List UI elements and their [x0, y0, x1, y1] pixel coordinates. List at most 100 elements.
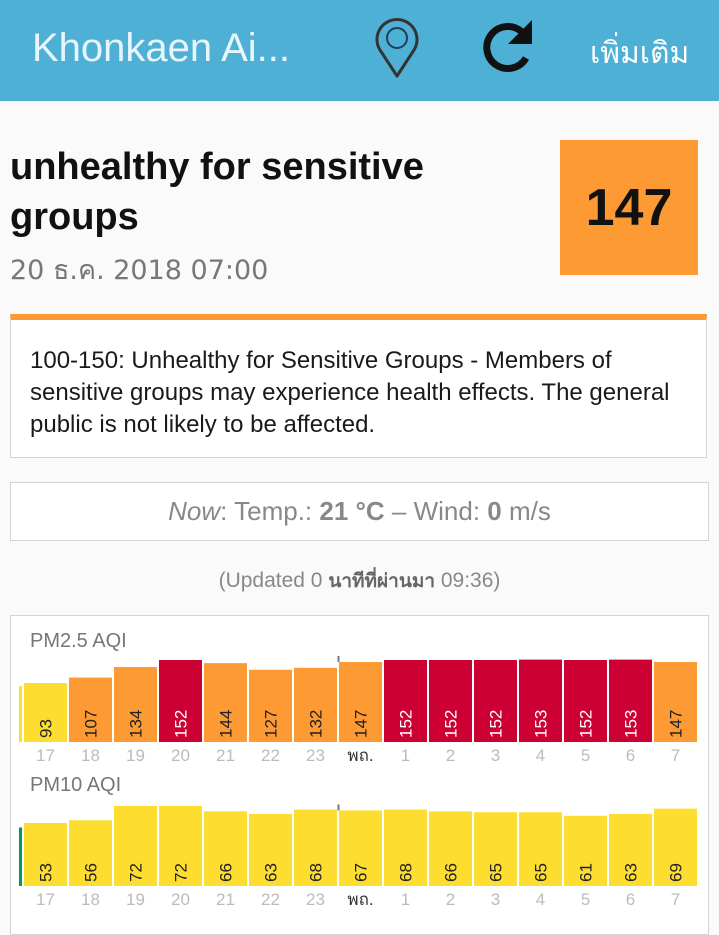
- bar[interactable]: [429, 660, 472, 742]
- bar[interactable]: [24, 822, 67, 886]
- x-tick-label: 4: [536, 746, 545, 765]
- bar-value-label: 63: [262, 863, 281, 882]
- x-tick-label: 3: [491, 890, 500, 909]
- bar-value-label: 153: [622, 710, 641, 738]
- bar[interactable]: [69, 820, 112, 886]
- bar-value-label: 72: [127, 863, 146, 882]
- now-marker: [337, 804, 340, 811]
- wind-value: 0: [487, 496, 502, 526]
- bar-value-label: 72: [172, 863, 191, 882]
- bar[interactable]: [429, 811, 472, 886]
- bar[interactable]: [249, 669, 292, 742]
- x-tick-label: พถ.: [347, 890, 373, 909]
- bar-value-label: 67: [352, 863, 371, 882]
- weather-card: Now: Temp.: 21 °C – Wind: 0 m/s: [10, 482, 709, 541]
- previous-bar-stub: [19, 827, 22, 886]
- bar[interactable]: [564, 815, 607, 886]
- temp-value: 21 °C: [319, 496, 385, 526]
- bar-value-label: 56: [82, 863, 101, 882]
- pm10-chart-title: PM10 AQI: [30, 774, 122, 796]
- bar[interactable]: [204, 663, 247, 742]
- x-tick-label: 2: [446, 746, 455, 765]
- wind-label: – Wind:: [384, 496, 488, 526]
- x-tick-label: 23: [306, 890, 325, 909]
- now-label: Now: [168, 496, 221, 526]
- bar-value-label: 63: [622, 863, 641, 882]
- x-tick-label: 21: [216, 890, 235, 909]
- updated-text: (Updated 0 นาทีที่ผ่านมา 09:36): [0, 566, 719, 596]
- x-tick-label: 22: [261, 890, 280, 909]
- bar[interactable]: [564, 660, 607, 742]
- map-pin-icon[interactable]: [370, 14, 424, 80]
- wind-unit: m/s: [501, 496, 551, 526]
- bar[interactable]: [474, 660, 517, 742]
- bar-value-label: 147: [352, 710, 371, 738]
- x-tick-label: 23: [306, 746, 325, 765]
- bar-value-label: 153: [532, 710, 551, 738]
- bar[interactable]: [339, 661, 382, 742]
- bar[interactable]: [204, 811, 247, 886]
- updated-thai: นาทีที่ผ่านมา: [328, 570, 436, 592]
- bar[interactable]: [249, 814, 292, 886]
- bar[interactable]: [69, 677, 112, 742]
- bar[interactable]: [339, 810, 382, 886]
- bar-value-label: 66: [217, 863, 236, 882]
- app-header: Khonkaen Ai... เพิ่มเติม: [0, 0, 719, 101]
- aqi-description-text: 100-150: Unhealthy for Sensitive Groups …: [30, 347, 670, 438]
- x-tick-label: พถ.: [347, 746, 373, 765]
- x-tick-label: 3: [491, 746, 500, 765]
- bar-value-label: 152: [397, 710, 416, 738]
- bar[interactable]: [159, 805, 202, 886]
- bar[interactable]: [384, 660, 427, 742]
- bar-value-label: 66: [442, 863, 461, 882]
- bar[interactable]: [114, 667, 157, 742]
- previous-bar-stub: [19, 686, 22, 742]
- x-tick-label: 1: [401, 746, 410, 765]
- bar[interactable]: [159, 660, 202, 742]
- bar[interactable]: [294, 809, 337, 886]
- aqi-description-card: 100-150: Unhealthy for Sensitive Groups …: [10, 314, 707, 458]
- bar[interactable]: [654, 808, 697, 886]
- x-tick-label: 1: [401, 890, 410, 909]
- bar-value-label: 93: [37, 719, 56, 738]
- x-tick-label: 2: [446, 890, 455, 909]
- x-tick-label: 4: [536, 890, 545, 909]
- bar[interactable]: [519, 812, 562, 886]
- bar[interactable]: [519, 659, 562, 742]
- bar[interactable]: [114, 805, 157, 886]
- bar[interactable]: [384, 809, 427, 886]
- status-date: 20 ธ.ค. 2018 07:00: [10, 255, 269, 286]
- updated-suffix: 09:36): [435, 569, 501, 592]
- bar-value-label: 68: [397, 863, 416, 882]
- updated-prefix: (Updated 0: [218, 569, 329, 592]
- x-tick-label: 7: [671, 890, 680, 909]
- bar-value-label: 65: [532, 863, 551, 882]
- x-tick-label: 19: [126, 890, 145, 909]
- bar-value-label: 61: [577, 863, 596, 882]
- bar-value-label: 134: [127, 710, 146, 738]
- bar-value-label: 107: [82, 710, 101, 738]
- x-tick-label: 6: [626, 746, 635, 765]
- bar[interactable]: [474, 812, 517, 886]
- bar[interactable]: [654, 661, 697, 742]
- bar-value-label: 132: [307, 710, 326, 738]
- bar[interactable]: [294, 667, 337, 742]
- bar-value-label: 152: [172, 710, 191, 738]
- bar[interactable]: [24, 683, 67, 742]
- pm25-chart-title: PM2.5 AQI: [30, 630, 127, 652]
- forecast-chart-card: PM2.5 AQI PM10 AQI 93 17 107 18 134 19 152 20 14…: [10, 615, 709, 935]
- x-tick-label: 20: [171, 890, 190, 909]
- bar-value-label: 65: [487, 863, 506, 882]
- bar-value-label: 152: [577, 710, 596, 738]
- refresh-icon[interactable]: [480, 18, 538, 76]
- x-tick-label: 22: [261, 746, 280, 765]
- station-title[interactable]: Khonkaen Ai...: [32, 26, 290, 70]
- bar[interactable]: [609, 814, 652, 886]
- x-tick-label: 18: [81, 746, 100, 765]
- pm25-chart: 9317107181341915220144211272213223147พถ.…: [19, 655, 697, 765]
- now-marker: [337, 655, 340, 662]
- more-button[interactable]: เพิ่มเติม: [590, 36, 690, 71]
- x-tick-label: 21: [216, 746, 235, 765]
- bar[interactable]: [609, 659, 652, 742]
- bar-value-label: 152: [487, 710, 506, 738]
